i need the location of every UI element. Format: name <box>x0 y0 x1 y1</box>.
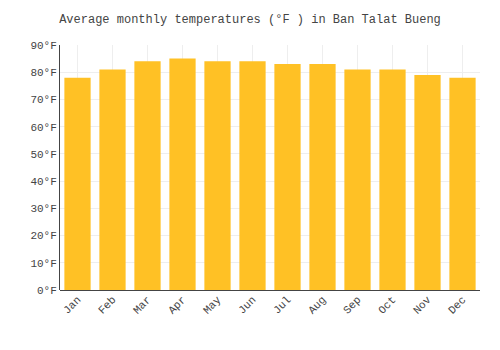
svg-text:60°F: 60°F <box>30 122 56 134</box>
svg-text:Nov: Nov <box>411 294 434 317</box>
svg-text:Mar: Mar <box>131 294 153 316</box>
svg-text:10°F: 10°F <box>30 258 56 270</box>
svg-text:Dec: Dec <box>446 294 468 316</box>
svg-text:20°F: 20°F <box>30 230 56 242</box>
svg-text:Average monthly temperatures (: Average monthly temperatures (°F ) in Ba… <box>59 13 441 27</box>
svg-text:May: May <box>201 294 224 317</box>
svg-text:90°F: 90°F <box>30 40 56 52</box>
svg-text:Aug: Aug <box>306 294 328 316</box>
svg-text:Jun: Jun <box>236 294 258 316</box>
svg-text:Jan: Jan <box>61 294 83 316</box>
svg-text:Oct: Oct <box>376 294 398 316</box>
svg-text:30°F: 30°F <box>30 203 56 215</box>
svg-text:Apr: Apr <box>166 294 188 316</box>
svg-text:0°F: 0°F <box>37 285 57 297</box>
svg-text:Sep: Sep <box>341 294 363 316</box>
svg-text:50°F: 50°F <box>30 149 56 161</box>
svg-text:70°F: 70°F <box>30 94 56 106</box>
svg-text:40°F: 40°F <box>30 176 56 188</box>
svg-text:80°F: 80°F <box>30 67 56 79</box>
svg-text:Feb: Feb <box>96 294 118 316</box>
svg-text:Jul: Jul <box>271 294 293 316</box>
